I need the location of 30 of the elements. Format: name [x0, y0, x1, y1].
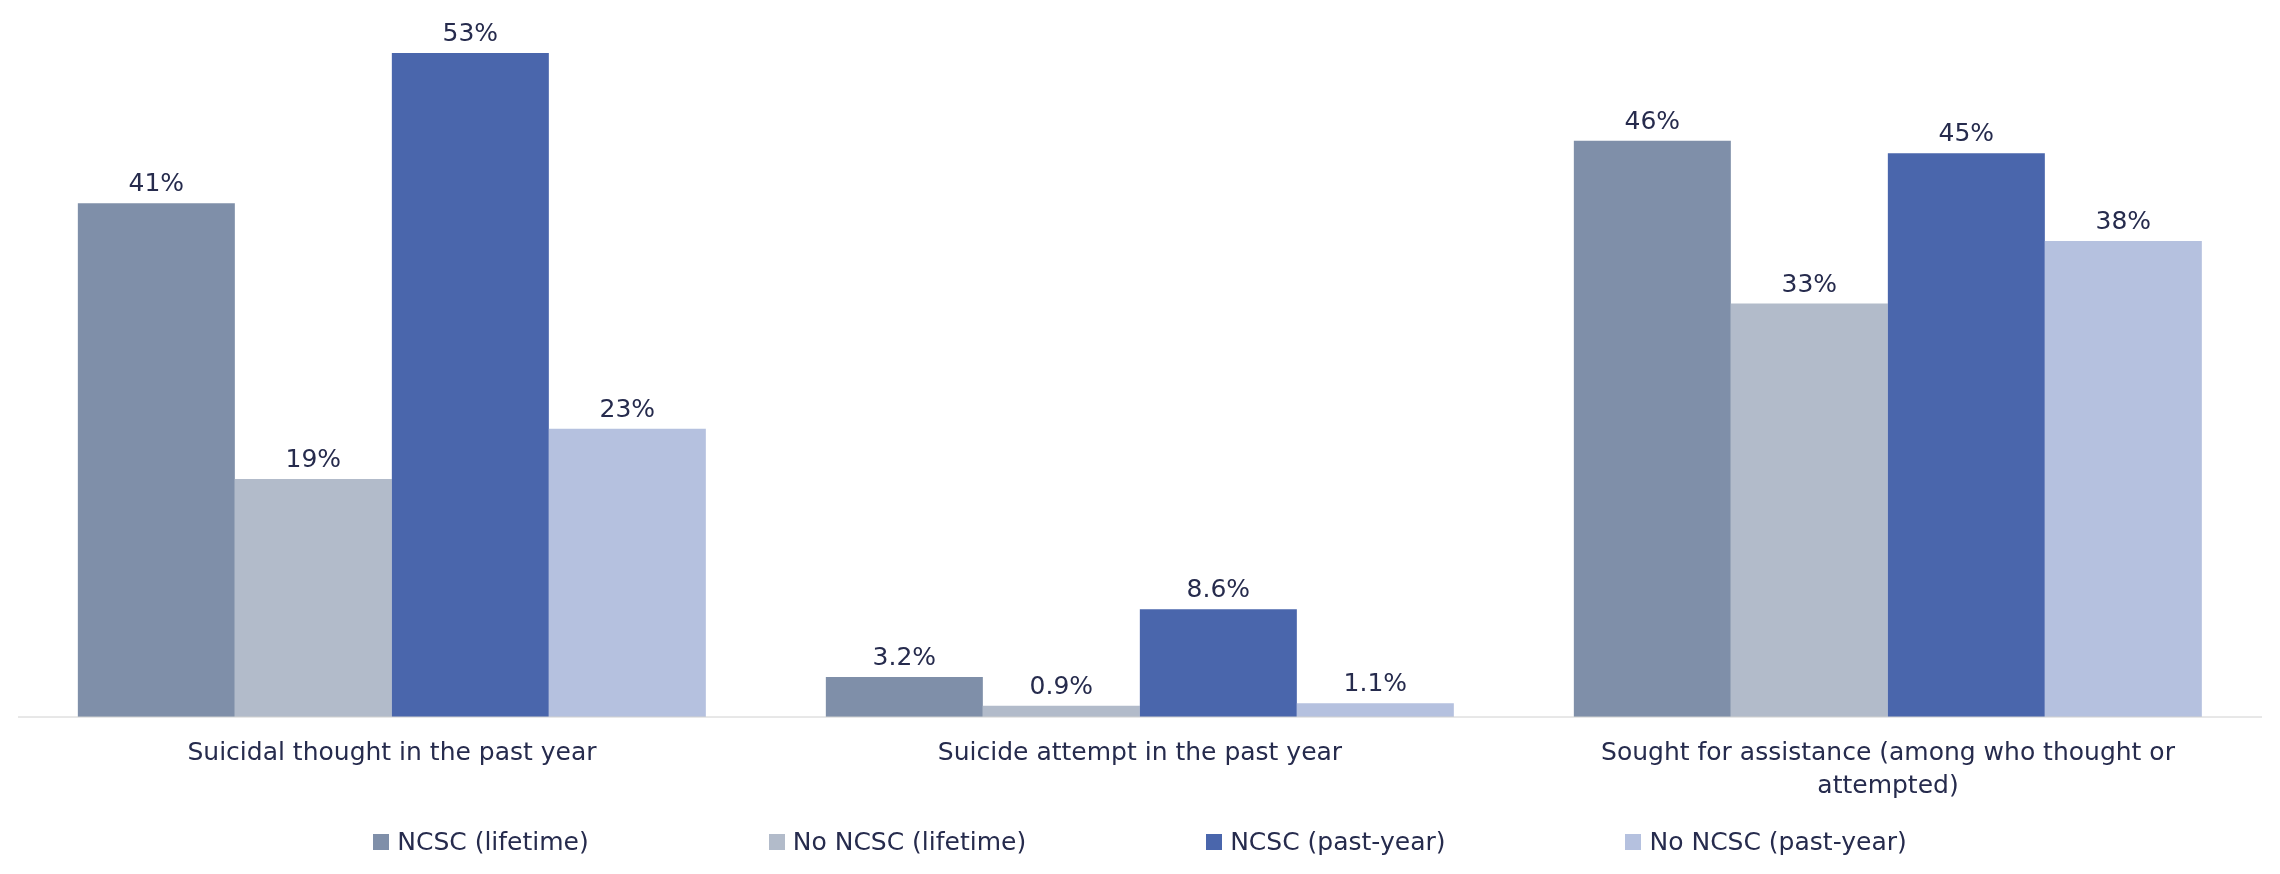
bar [234, 478, 392, 717]
data-label: 8.6% [1186, 574, 1251, 604]
data-label: 3.2% [872, 641, 937, 671]
data-label: 46% [1624, 105, 1681, 135]
legend-label: NCSC (lifetime) [397, 827, 589, 856]
legend-label: NCSC (past-year) [1230, 827, 1446, 856]
bar [1887, 153, 2045, 717]
x-tick-label: Suicide attempt in the past year [937, 737, 1343, 766]
bar [77, 203, 235, 717]
data-label: 45% [1938, 118, 1995, 148]
bar [548, 428, 706, 717]
data-label: 19% [285, 443, 342, 473]
data-label: 38% [2095, 205, 2152, 235]
bar [1296, 703, 1454, 717]
x-tick-label: Suicidal thought in the past year [187, 737, 598, 766]
x-tick-label: Sought for assistance (among who thought or attempted) [1601, 737, 2176, 799]
data-label: 1.1% [1343, 668, 1408, 698]
bar [2044, 240, 2202, 717]
bar [1730, 303, 1888, 717]
data-label: 0.9% [1029, 670, 1094, 700]
legend-label: No NCSC (lifetime) [792, 827, 1027, 856]
bar [825, 676, 983, 717]
data-label: 23% [599, 393, 656, 423]
legend-label: No NCSC (past-year) [1649, 827, 1907, 856]
data-label: 41% [128, 168, 185, 198]
data-label: 33% [1781, 268, 1838, 298]
bar [391, 53, 549, 717]
bar [1573, 140, 1731, 717]
bar [1139, 609, 1297, 717]
data-label: 53% [442, 18, 499, 47]
